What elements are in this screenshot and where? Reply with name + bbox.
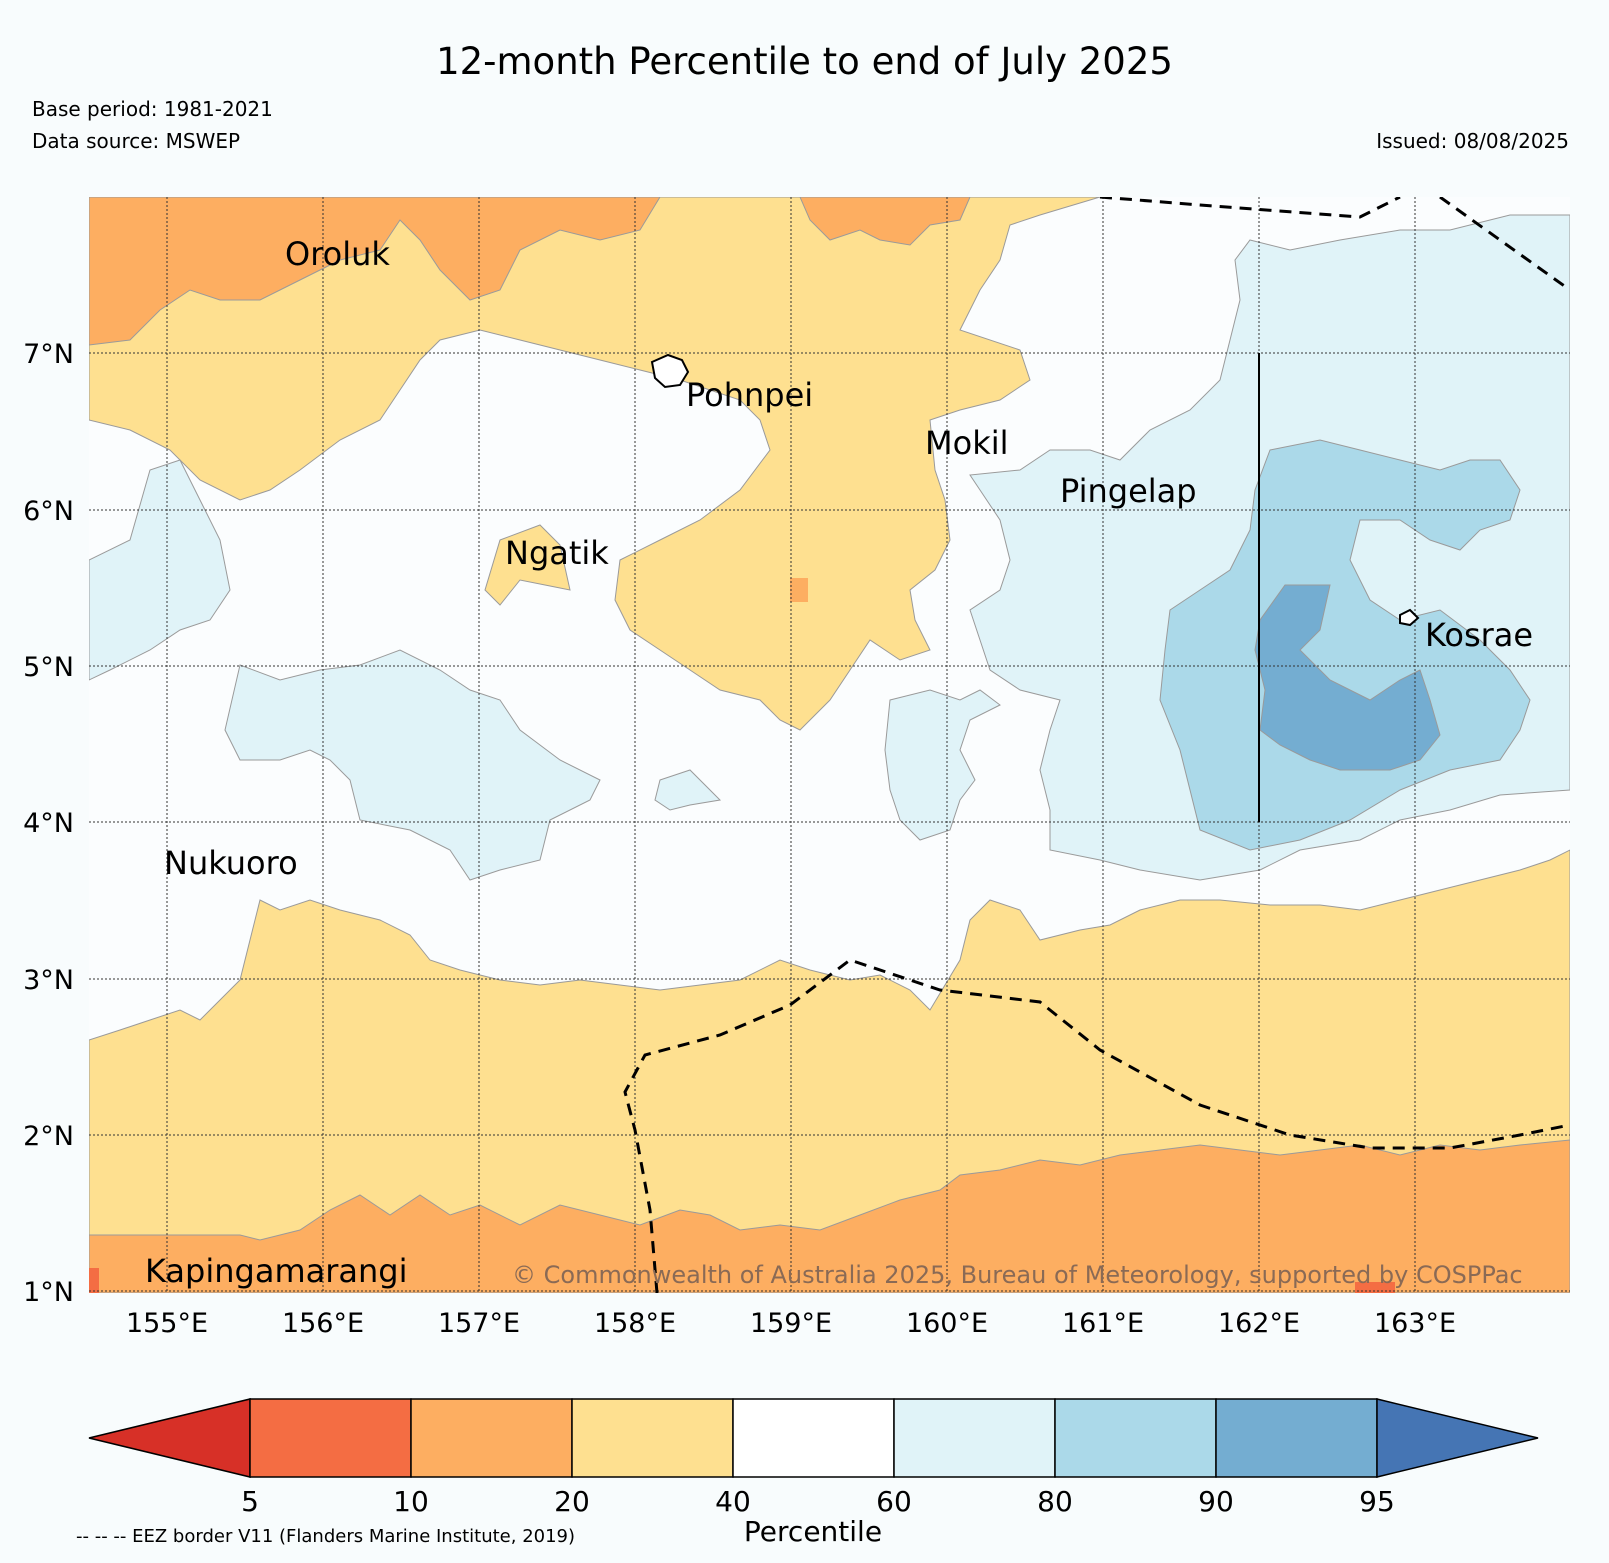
colorbar-band [249,1398,412,1478]
band-10-20-spot [790,578,808,602]
colorbar-extend-low [88,1398,251,1478]
x-tick: 157°E [438,1308,520,1339]
colorbar-band [1054,1398,1217,1478]
band-80-90 [1159,439,1531,851]
y-axis: 7°N 6°N 5°N 4°N 3°N 2°N 1°N [23,339,74,1308]
band-60-80-small [654,769,722,811]
colorbar-extend-high [1376,1398,1539,1478]
map-frame [89,197,1570,1293]
base-period: Base period: 1981-2021 [32,97,273,121]
y-tick: 6°N [23,496,74,527]
band-90-95 [1254,584,1441,771]
colorbar-band [732,1398,895,1478]
colorbar-band [571,1398,734,1478]
colorbar-band [410,1398,573,1478]
x-tick: 158°E [594,1308,676,1339]
place-pohnpei: Pohnpei [686,376,813,414]
data-source: Data source: MSWEP [32,129,241,153]
band-60-80-west [89,459,231,681]
colorbar-tick: 95 [1359,1485,1395,1518]
colorbar-tick: 90 [1198,1485,1234,1518]
colorbar-band [1215,1398,1378,1478]
colorbar-tick: 40 [715,1485,751,1518]
y-tick: 3°N [23,965,74,996]
band-10-20-north-2 [799,197,971,246]
x-tick: 162°E [1218,1308,1300,1339]
place-nukuoro: Nukuoro [164,844,298,882]
pohnpei-island [650,353,690,389]
colorbar-tick: 60 [876,1485,912,1518]
colorbar-tick: 80 [1037,1485,1073,1518]
eez-borders [623,197,1570,1293]
place-oroluk: Oroluk [285,235,390,273]
band-60-80-160e [884,689,1001,841]
copyright-text: © Commonwealth of Australia 2025, Bureau… [512,1261,1523,1289]
band-5-10-sw [89,1268,99,1293]
band-5-10-se [1355,1282,1395,1293]
y-tick: 7°N [23,339,74,370]
x-tick: 163°E [1374,1308,1456,1339]
band-20-40-north [89,197,1101,731]
colorbar-tick: 5 [241,1485,259,1518]
y-tick: 4°N [23,808,74,839]
place-mokil: Mokil [925,424,1009,462]
band-10-20-north [89,197,661,346]
x-tick: 161°E [1062,1308,1144,1339]
place-ngatik: Ngatik [505,534,609,572]
x-tick: 156°E [282,1308,364,1339]
y-tick: 5°N [23,652,74,683]
band-10-20-south [89,1139,1570,1293]
kosrae-island [1399,608,1420,627]
colorbar-tick: 20 [554,1485,590,1518]
x-axis: 155°E 156°E 157°E 158°E 159°E 160°E 161°… [126,1308,1456,1339]
place-kapingamarangi: Kapingamarangi [145,1252,407,1290]
colorbar-band [893,1398,1056,1478]
eez-legend-note: -- -- -- EEZ border V11 (Flanders Marine… [76,1526,576,1547]
issued-date: Issued: 08/08/2025 [1376,129,1569,153]
colorbar-title: Percentile [744,1515,882,1548]
x-tick: 155°E [126,1308,208,1339]
y-tick: 2°N [23,1121,74,1152]
x-tick: 160°E [906,1308,988,1339]
place-kosrae: Kosrae [1425,616,1533,654]
map-title: 12-month Percentile to end of July 2025 [436,40,1173,83]
colorbar-tick: 10 [393,1485,429,1518]
band-20-40-ngatik [484,524,571,606]
y-tick: 1°N [23,1277,74,1308]
x-tick: 159°E [750,1308,832,1339]
colorbar: 5 10 20 40 60 80 90 95 Percentile [88,1398,1539,1548]
gridlines [89,197,1570,1293]
place-pingelap: Pingelap [1060,472,1197,510]
